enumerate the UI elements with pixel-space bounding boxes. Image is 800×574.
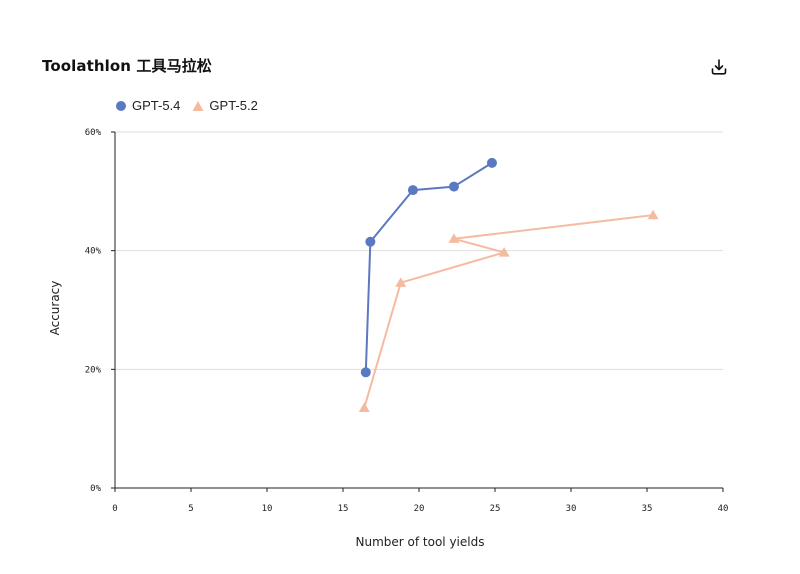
legend-item-series-1[interactable]: GPT-5.2: [192, 98, 258, 113]
data-point-series-1-1: [395, 277, 407, 287]
chart-title: Toolathlon 工具马拉松: [42, 57, 212, 75]
y-tick-label-2: 40%: [85, 247, 102, 257]
data-point-series-1-0: [358, 402, 370, 413]
x-tick-label-1: 5: [188, 504, 193, 514]
series-line-1: [363, 214, 655, 409]
legend-label-series-1: GPT-5.2: [209, 98, 258, 113]
data-point-series-1-2: [498, 246, 510, 257]
legend-label-series-0: GPT-5.4: [132, 98, 181, 113]
data-point-series-0-0: [360, 367, 371, 378]
download-button[interactable]: [709, 57, 729, 77]
x-tick-label-2: 10: [262, 504, 273, 514]
data-point-series-0-4: [486, 157, 497, 168]
legend: GPT-5.4 GPT-5.2: [115, 98, 270, 113]
x-tick-label-7: 35: [642, 504, 653, 514]
data-point-series-1-4: [647, 209, 659, 220]
y-tick-label-3: 60%: [85, 128, 102, 138]
y-tick-label-0: 0%: [90, 484, 101, 494]
x-tick-label-8: 40: [718, 504, 729, 514]
data-point-series-0-3: [448, 181, 459, 192]
x-tick-label-0: 0: [112, 504, 117, 514]
x-axis-label: Number of tool yields: [356, 535, 485, 549]
data-point-series-0-2: [407, 185, 418, 196]
data-point-series-1-3: [448, 233, 460, 243]
x-tick-label-4: 20: [414, 504, 425, 514]
x-tick-label-3: 15: [338, 504, 349, 514]
legend-item-series-0[interactable]: GPT-5.4: [115, 98, 180, 113]
y-tick-label-1: 20%: [85, 365, 102, 375]
legend-circle-marker: [116, 100, 126, 111]
download-icon: [711, 59, 727, 75]
data-point-series-0-1: [365, 236, 376, 247]
x-tick-label-5: 25: [490, 504, 501, 514]
x-tick-label-6: 30: [566, 504, 577, 514]
legend-triangle-marker: [192, 100, 204, 111]
y-axis-label: Accuracy: [48, 281, 62, 336]
